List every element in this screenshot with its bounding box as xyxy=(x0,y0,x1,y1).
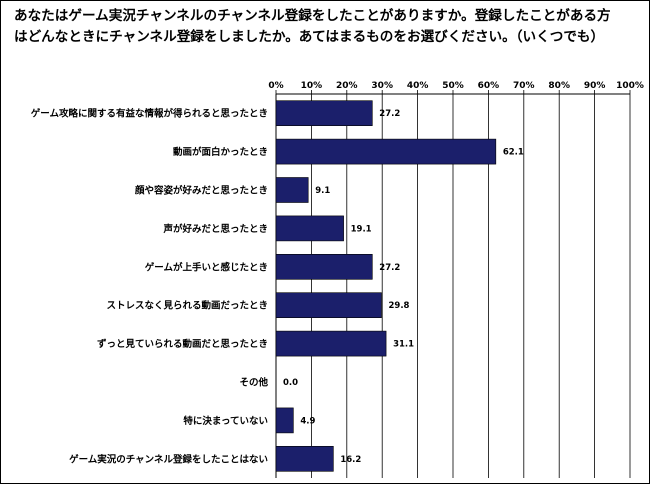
x-tick-label: 10% xyxy=(301,81,323,91)
x-tick-label: 0% xyxy=(268,81,283,91)
data-label: 27.2 xyxy=(379,109,400,119)
x-tick-label: 40% xyxy=(407,81,429,91)
category-label: ストレスなく見られる動画だったとき xyxy=(106,300,268,312)
data-label: 16.2 xyxy=(340,455,361,465)
category-labels: ゲーム攻略に関する有益な情報が得られると思ったとき動画が面白かったとき顔や容姿が… xyxy=(31,108,269,466)
bar xyxy=(275,138,497,165)
bar xyxy=(275,177,309,203)
x-axis: 0% 10% 20% 30% 40% 50% 60% 70% 80% 90% 100% xyxy=(268,81,644,478)
bar xyxy=(275,292,382,319)
x-tick-label: 60% xyxy=(478,81,500,91)
x-tick-label: 90% xyxy=(584,81,606,91)
data-label: 9.1 xyxy=(315,186,330,196)
bar xyxy=(275,407,294,434)
category-label: ゲーム攻略に関する有益な情報が得られると思ったとき xyxy=(31,108,268,120)
bars: 27.2 62.1 9.1 19.1 27.2 29.8 31.1 0.0 4.9 16.2 xyxy=(275,100,524,472)
bar xyxy=(275,445,334,472)
category-label: 顔や容姿が好みだと思ったとき xyxy=(134,185,268,197)
x-tick-label: 100% xyxy=(616,81,644,91)
x-tick-label: 20% xyxy=(336,81,358,91)
category-label: 特に決まっていない xyxy=(183,415,268,427)
category-label: ゲーム実況のチャンネル登録をしたことはない xyxy=(69,453,268,465)
data-label: 0.0 xyxy=(283,378,298,388)
x-tick-label: 70% xyxy=(513,81,535,91)
category-label: その他 xyxy=(239,377,268,389)
data-label: 4.9 xyxy=(300,416,315,426)
data-label: 19.1 xyxy=(351,224,372,234)
data-label: 31.1 xyxy=(393,340,414,350)
x-tick-label: 50% xyxy=(442,81,464,91)
data-label: 27.2 xyxy=(379,263,400,273)
chart-title: あなたはゲーム実況チャンネルのチャンネル登録をしたことがありますか。登録したこと… xyxy=(14,8,611,45)
category-label: 声が好みだと思ったとき xyxy=(162,223,268,235)
x-tick-label: 80% xyxy=(548,81,570,91)
bar xyxy=(275,254,373,280)
bar xyxy=(275,330,387,357)
bar xyxy=(275,100,373,126)
bar xyxy=(275,215,344,242)
category-label: ゲームが上手いと感じたとき xyxy=(145,261,268,273)
data-label: 62.1 xyxy=(503,148,524,158)
category-label: ずっと見ていられる動画だと思ったとき xyxy=(97,338,268,350)
x-tick-label: 30% xyxy=(371,81,393,91)
data-label: 29.8 xyxy=(388,301,409,311)
category-label: 動画が面白かったとき xyxy=(173,146,268,158)
